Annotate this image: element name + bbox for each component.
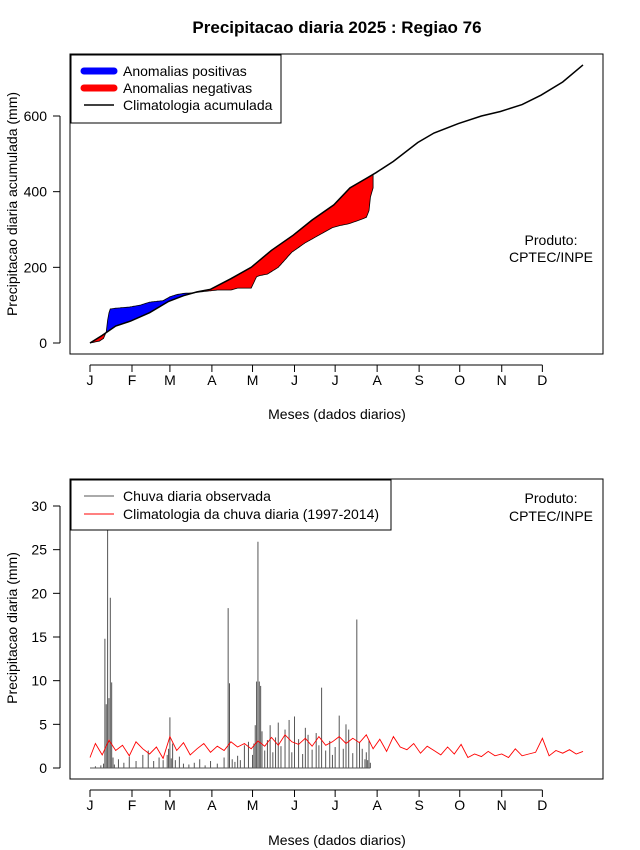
top-plot-marks — [89, 64, 584, 344]
daily-climatology-line — [89, 733, 584, 760]
top-x-tick-label: D — [537, 372, 547, 388]
top-x-tick-label: F — [128, 372, 137, 388]
top-x-tick-label: J — [87, 372, 94, 388]
top-annotation-line-1: Produto: — [525, 232, 578, 248]
top-x-tick-label: J — [291, 372, 298, 388]
climatology-cumulative-line — [89, 64, 584, 344]
bottom-y-tick-label: 10 — [31, 673, 47, 689]
bottom-x-tick-label: M — [164, 797, 176, 813]
bottom-y-tick-label: 5 — [39, 716, 47, 732]
bottom-plot-marks — [89, 529, 584, 769]
bottom-y-axis-label: Precipitacao diaria (mm) — [4, 552, 20, 704]
bottom-legend-box — [70, 479, 392, 531]
bottom-x-tick-label: J — [87, 797, 94, 813]
chart-title: Precipitacao diaria 2025 : Regiao 76 — [192, 18, 481, 37]
bottom-y-tick-label: 20 — [31, 585, 47, 601]
bottom-x-tick-label: O — [454, 797, 465, 813]
top-x-tick-label: A — [372, 372, 382, 388]
positive-anomaly-area — [104, 292, 195, 336]
bottom-y-tick-label: 15 — [31, 629, 47, 645]
bottom-y-tick-label: 0 — [39, 760, 47, 776]
bottom-x-tick-label: A — [207, 797, 217, 813]
bottom-x-tick-label: J — [332, 797, 339, 813]
top-x-tick-label: M — [164, 372, 176, 388]
bottom-annotation-line-1: Produto: — [525, 490, 578, 506]
bottom-y-tick-label: 30 — [31, 498, 47, 514]
top-x-tick-label: J — [332, 372, 339, 388]
top-x-tick-label: O — [454, 372, 465, 388]
bottom-annotation-line-2: CPTEC/INPE — [509, 508, 593, 524]
top-x-tick-label: S — [414, 372, 423, 388]
top-legend-label-climatology: Climatologia acumulada — [123, 97, 273, 113]
bottom-y-tick-label: 25 — [31, 542, 47, 558]
bottom-plot-frame — [69, 478, 604, 780]
bottom-x-tick-label: S — [414, 797, 423, 813]
top-y-axis-label: Precipitacao diaria acumulada (mm) — [4, 92, 20, 316]
top-y-tick-label: 200 — [24, 259, 48, 275]
top-legend-label-positive: Anomalias positivas — [123, 63, 247, 79]
bottom-x-axis-label: Meses (dados diarios) — [268, 832, 406, 848]
top-y-ticks: 0 200 400 600 — [24, 108, 61, 351]
top-annotation-line-2: CPTEC/INPE — [509, 249, 593, 265]
bottom-legend-label-climatology: Climatologia da chuva diaria (1997-2014) — [123, 506, 379, 522]
top-y-tick-label: 0 — [39, 335, 47, 351]
bottom-legend: Chuva diaria observada Climatologia da c… — [70, 479, 392, 531]
bottom-x-tick-label: F — [128, 797, 137, 813]
top-chart: J F M A M J J A S O N D 0 200 400 600 Meses (dados dia… — [4, 53, 604, 422]
top-x-tick-label: M — [247, 372, 259, 388]
bottom-x-tick-label: M — [247, 797, 259, 813]
top-y-tick-label: 600 — [24, 108, 48, 124]
top-x-axis-label: Meses (dados diarios) — [268, 406, 406, 422]
bottom-x-tick-label: A — [372, 797, 382, 813]
bottom-y-ticks: 0 5 10 15 20 25 30 — [31, 498, 61, 776]
bottom-chart: J F M A M J J A S O N D 0 5 10 15 20 25 30 Meses (dados d… — [4, 478, 604, 848]
top-legend-label-negative: Anomalias negativas — [123, 80, 252, 96]
top-y-tick-label: 400 — [24, 184, 48, 200]
top-x-tick-label: N — [497, 372, 507, 388]
top-x-tick-label: A — [207, 372, 217, 388]
bottom-legend-label-observed: Chuva diaria observada — [123, 488, 271, 504]
top-legend: Anomalias positivas Anomalias negativas … — [70, 54, 282, 124]
bottom-x-tick-label: J — [291, 797, 298, 813]
bottom-x-tick-label: D — [537, 797, 547, 813]
top-plot-frame — [69, 53, 604, 355]
bottom-x-tick-label: N — [497, 797, 507, 813]
